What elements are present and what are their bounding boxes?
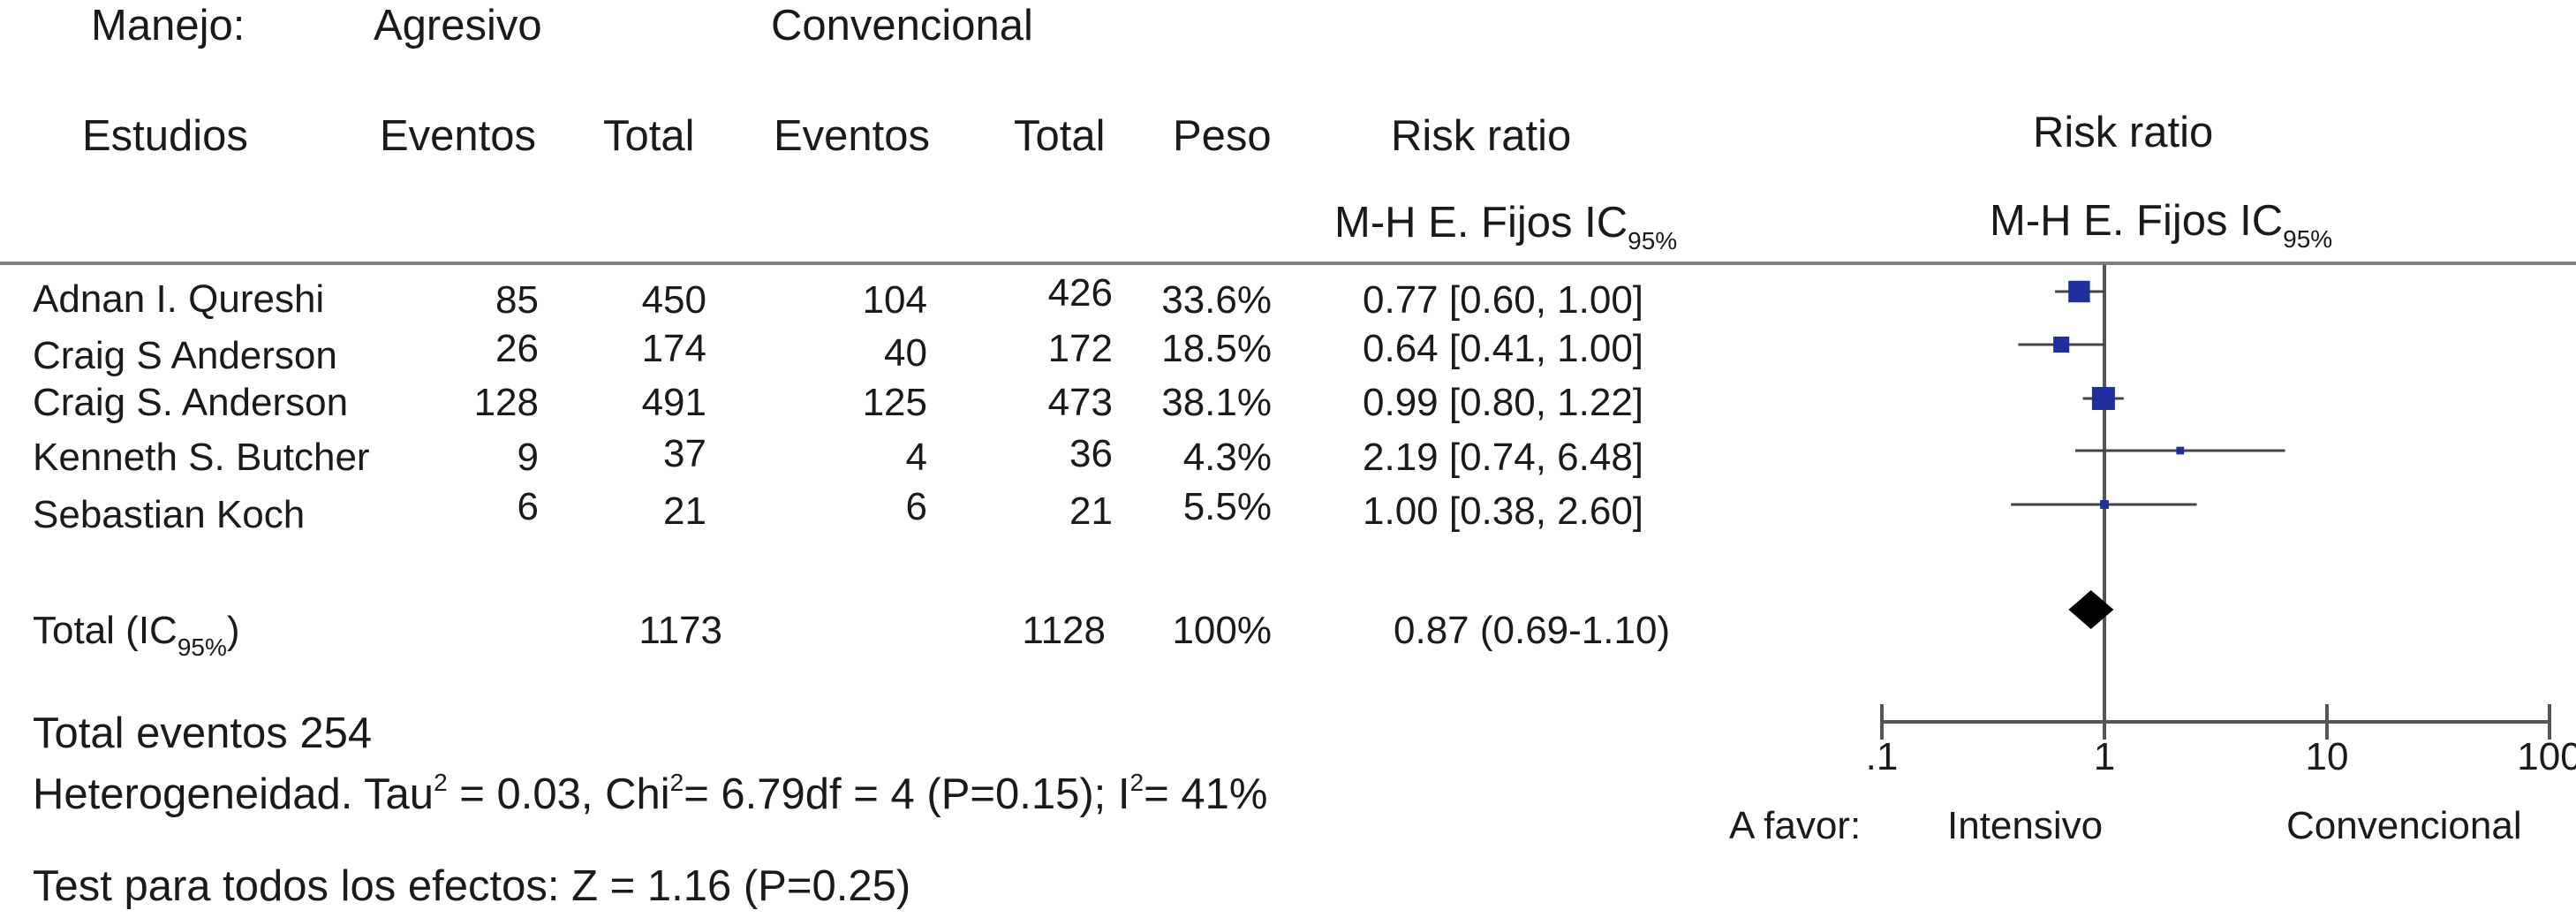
plot-title: Risk ratio xyxy=(2033,109,2214,156)
study-point-marker xyxy=(2100,500,2109,509)
col-header-events-aggressive: Eventos xyxy=(380,112,537,160)
risk-ratio-value: 2.19 [0.74, 6.48] xyxy=(1363,436,1644,479)
study-point-marker xyxy=(2091,387,2115,410)
total-aggressive: 21 xyxy=(663,489,706,533)
events-conventional: 4 xyxy=(905,436,927,479)
rr-method-subscript: 95% xyxy=(1628,227,1678,254)
manejo-label: Manejo: xyxy=(91,2,246,49)
overall-effect-test: Test para todos los efectos: Z = 1.16 (P… xyxy=(33,862,911,910)
risk-ratio-value: 1.00 [0.38, 2.60] xyxy=(1363,489,1644,533)
col-header-events-conventional: Eventos xyxy=(774,112,931,160)
het-part-c: = 6.79df = 4 (P=0.15); I xyxy=(684,770,1130,818)
total-aggressive: 174 xyxy=(641,327,706,370)
het-part-a: Heterogeneidad. Tau xyxy=(33,770,434,818)
events-conventional: 6 xyxy=(905,485,927,528)
total-weight: 100% xyxy=(1172,609,1272,652)
study-name: Craig S Anderson xyxy=(33,334,337,377)
weight-value: 33.6% xyxy=(1161,278,1272,322)
weight-value: 4.3% xyxy=(1182,436,1272,479)
total-conventional: 426 xyxy=(1047,271,1113,315)
favor-left-label: Intensivo xyxy=(1947,804,2104,847)
risk-ratio-value: 0.64 [0.41, 1.00] xyxy=(1363,327,1644,370)
header-divider xyxy=(0,262,2576,265)
total-aggressive: 37 xyxy=(663,432,706,475)
col-header-total-aggressive: Total xyxy=(603,112,695,160)
plot-method-subscript: 95% xyxy=(2283,225,2333,253)
total-label-subscript: 95% xyxy=(177,633,227,661)
col-header-weight: Peso xyxy=(1173,112,1272,160)
study-point-marker xyxy=(2053,336,2070,353)
total-aggressive: 450 xyxy=(641,278,706,322)
study-point-marker xyxy=(2068,280,2090,303)
events-conventional: 40 xyxy=(884,331,927,375)
het-part-b: = 0.03, Chi xyxy=(447,770,670,818)
total-conventional: 172 xyxy=(1047,327,1113,370)
total-aggressive-sum: 1173 xyxy=(638,609,722,652)
total-label: Total (IC95%) xyxy=(33,609,240,660)
study-name: Craig S. Anderson xyxy=(33,381,349,424)
weight-value: 38.1% xyxy=(1161,381,1272,424)
study-point-marker xyxy=(2176,446,2185,455)
total-risk-ratio: 0.87 (0.69-1.10) xyxy=(1394,609,1671,652)
x-axis-tick-label: 100 xyxy=(2517,735,2576,778)
weight-value: 5.5% xyxy=(1182,485,1272,528)
col-header-risk-ratio: Risk ratio xyxy=(1391,112,1572,160)
col-header-studies: Estudios xyxy=(82,112,248,160)
het-sup-i: 2 xyxy=(1129,769,1144,796)
events-aggressive: 26 xyxy=(495,327,539,370)
rr-method-text: M-H E. Fijos IC xyxy=(1334,199,1628,247)
heterogeneity-text: Heterogeneidad. Tau2 = 0.03, Chi2= 6.79d… xyxy=(33,770,1268,818)
x-axis-tick-label: 1 xyxy=(2094,735,2115,778)
plot-method: M-H E. Fijos IC95% xyxy=(1990,197,2332,252)
risk-ratio-value: 0.77 [0.60, 1.00] xyxy=(1363,278,1644,322)
events-conventional: 125 xyxy=(862,381,927,424)
col-header-total-conventional: Total xyxy=(1014,112,1106,160)
risk-ratio-value: 0.99 [0.80, 1.22] xyxy=(1363,381,1644,424)
x-axis-tick-label: 10 xyxy=(2306,735,2349,778)
col-header-rr-method: M-H E. Fijos IC95% xyxy=(1334,199,1677,254)
events-conventional: 104 xyxy=(862,278,927,322)
study-name: Kenneth S. Butcher xyxy=(33,436,370,479)
plot-method-text: M-H E. Fijos IC xyxy=(1990,197,2284,245)
group-conventional-label: Convencional xyxy=(771,2,1033,49)
total-label-close: ) xyxy=(226,609,240,652)
het-sup-tau: 2 xyxy=(434,769,448,796)
events-aggressive: 9 xyxy=(517,436,539,479)
group-aggressive-label: Agresivo xyxy=(374,2,542,49)
weight-value: 18.5% xyxy=(1161,327,1272,370)
het-sup-chi: 2 xyxy=(669,769,684,796)
total-events-text: Total eventos 254 xyxy=(33,709,373,757)
total-conventional: 36 xyxy=(1069,432,1113,475)
total-conventional: 21 xyxy=(1069,489,1113,533)
total-conventional-sum: 1128 xyxy=(1022,609,1106,652)
het-part-d: = 41% xyxy=(1144,770,1268,818)
total-aggressive: 491 xyxy=(641,381,706,424)
study-name: Adnan I. Qureshi xyxy=(33,277,325,321)
x-axis-tick-label: .1 xyxy=(1866,735,1899,778)
events-aggressive: 6 xyxy=(517,485,539,528)
events-aggressive: 128 xyxy=(473,381,539,424)
study-name: Sebastian Koch xyxy=(33,493,306,536)
favor-label: A favor: xyxy=(1729,804,1862,847)
total-conventional: 473 xyxy=(1047,381,1113,424)
events-aggressive: 85 xyxy=(495,278,539,322)
total-label-text: Total (IC xyxy=(33,609,178,652)
pooled-estimate-diamond xyxy=(2068,590,2114,629)
favor-right-label: Convencional xyxy=(2286,804,2522,847)
